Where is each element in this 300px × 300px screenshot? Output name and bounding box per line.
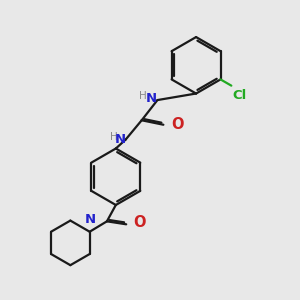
Text: N: N: [146, 92, 157, 105]
Text: N: N: [115, 133, 126, 146]
Text: Cl: Cl: [233, 89, 247, 102]
Text: H: H: [110, 132, 118, 142]
Text: H: H: [139, 91, 146, 101]
Text: O: O: [133, 215, 145, 230]
Text: O: O: [171, 117, 183, 132]
Text: N: N: [85, 213, 96, 226]
